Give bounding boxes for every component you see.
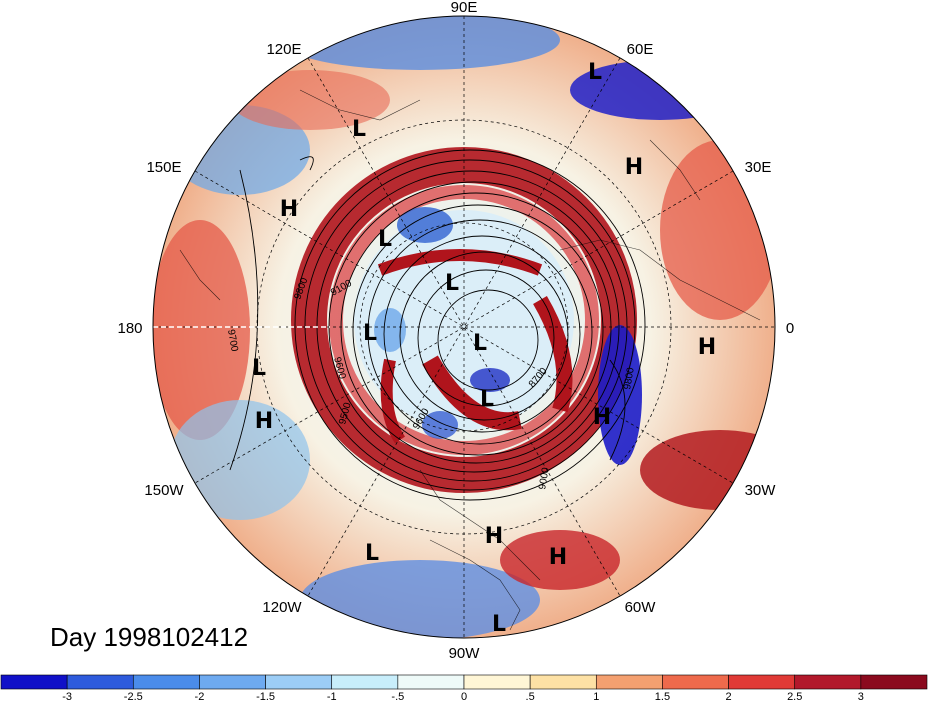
- low-marker: L: [365, 541, 379, 566]
- colorbar-tick-label: 1.5: [655, 691, 670, 702]
- colorbar-tick-label: 2: [726, 691, 732, 702]
- low-marker: L: [445, 271, 459, 296]
- high-marker: H: [593, 405, 611, 430]
- height-contours: [229, 149, 646, 501]
- colorbar-tick-label: 3: [858, 691, 864, 702]
- colorbar-box: [662, 674, 729, 690]
- high-marker: H: [255, 409, 273, 434]
- colorbar-box: [66, 674, 134, 690]
- colorbar-box: [794, 674, 862, 690]
- colorbar-tick-label: .5: [526, 691, 535, 702]
- colorbar-box: [728, 674, 796, 690]
- lon-label-180: 180: [117, 320, 142, 337]
- contour-label: 9800: [622, 366, 637, 390]
- low-marker: L: [473, 331, 487, 356]
- low-marker: L: [480, 387, 494, 412]
- colorbar-tick-label: -2.5: [124, 691, 143, 702]
- colorbar-box: [529, 674, 597, 690]
- colorbar-tick-label: 1: [593, 691, 599, 702]
- colorbar-box: [199, 674, 266, 690]
- lon-label-150w: 150W: [144, 482, 184, 499]
- high-marker: H: [549, 545, 567, 570]
- colorbar-ticks: -3 -2.5 -2 -1.5 -1 -.5 0 .5 1 1.5 2 2.5 3: [62, 691, 864, 702]
- colorbar-box: [595, 674, 663, 690]
- low-marker: L: [492, 612, 506, 637]
- map-title: Day 1998102412: [50, 622, 248, 652]
- low-marker: L: [352, 117, 366, 142]
- colorbar-tick-label: -1.5: [256, 691, 275, 702]
- graticule: [153, 16, 775, 638]
- colorbar-boxes: [0, 674, 928, 690]
- low-marker: L: [252, 356, 266, 381]
- low-marker: L: [588, 60, 602, 85]
- colorbar: -3 -2.5 -2 -1.5 -1 -.5 0 .5 1 1.5 2 2.5 3: [0, 674, 928, 702]
- high-marker: H: [698, 335, 716, 360]
- longitude-labels: 90E 120E 60E 150E 30E 180 0 150W 30W 120…: [117, 0, 794, 662]
- high-marker: H: [485, 524, 503, 549]
- lon-label-60w: 60W: [625, 599, 657, 616]
- colorbar-tick-label: 0: [461, 691, 467, 702]
- lon-label-90w: 90W: [449, 645, 481, 662]
- colorbar-box: [331, 674, 399, 690]
- lon-label-150e: 150E: [146, 159, 181, 176]
- colorbar-tick-label: 2.5: [787, 691, 802, 702]
- low-marker: L: [378, 227, 392, 252]
- coastlines: [179, 89, 761, 631]
- map-boundary: [152, 15, 776, 639]
- lon-label-0: 0: [786, 320, 794, 337]
- low-marker: L: [363, 321, 377, 346]
- lon-label-120e: 120E: [266, 41, 301, 58]
- contour-label: 9700: [225, 329, 240, 353]
- lon-label-90e: 90E: [451, 0, 478, 16]
- lon-label-30w: 30W: [745, 482, 777, 499]
- colorbar-tick-label: -1: [327, 691, 337, 702]
- colorbar-box: [860, 674, 928, 690]
- colorbar-box: [132, 674, 200, 690]
- high-marker: H: [625, 155, 643, 180]
- colorbar-box: [0, 674, 68, 690]
- colorbar-tick-label: -2: [195, 691, 205, 702]
- lon-label-60e: 60E: [627, 41, 654, 58]
- pressure-markers: L L H H L L L L L H L H H L H H L: [252, 60, 716, 637]
- anomaly-field: [153, 16, 775, 638]
- contour-label: 9000: [537, 466, 552, 490]
- colorbar-tick-label: -.5: [391, 691, 404, 702]
- high-marker: H: [280, 197, 298, 222]
- colorbar-tick-label: -3: [62, 691, 72, 702]
- lon-label-30e: 30E: [745, 159, 772, 176]
- colorbar-box: [463, 674, 531, 690]
- lon-label-120w: 120W: [262, 599, 302, 616]
- colorbar-box: [265, 674, 333, 690]
- colorbar-box: [397, 674, 465, 690]
